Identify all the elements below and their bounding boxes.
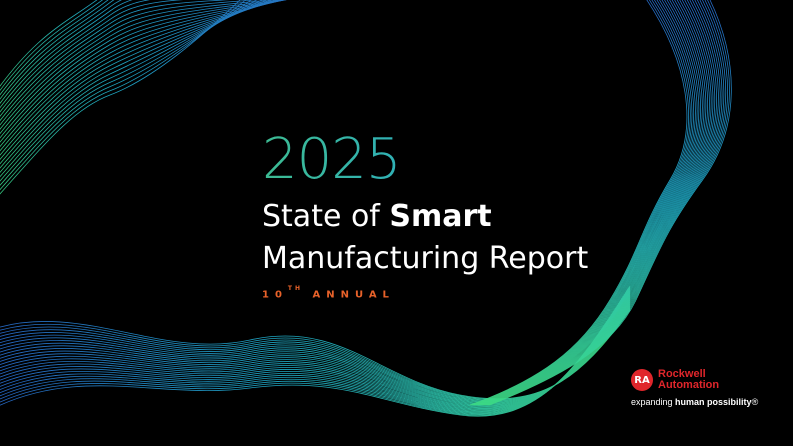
wave-line: [470, 0, 689, 406]
wave-line: [0, 0, 151, 113]
wave-line: [472, 0, 695, 406]
brand-logo: RA Rockwell Automation: [631, 369, 781, 391]
wave-bottom: [0, 285, 631, 417]
wave-line: [472, 0, 693, 406]
brand-name-line2: Automation: [658, 379, 720, 391]
wave-line: [0, 0, 109, 96]
report-title: State of Smart Manufacturing Report: [262, 196, 588, 280]
wave-line: [479, 0, 710, 406]
wave-line: [488, 0, 730, 406]
wave-line: [0, 0, 268, 173]
wave-line: [0, 302, 631, 405]
brand-name-line1: Rockwell: [658, 368, 706, 380]
tagline-prefix: expanding: [631, 397, 676, 407]
edition-suffix: TH: [287, 285, 304, 292]
wave-line: [0, 0, 258, 182]
wave-line: [0, 303, 631, 404]
wave-line: [0, 0, 286, 152]
wave-line: [487, 0, 727, 406]
wave-line: [0, 0, 263, 178]
wave-line: [485, 0, 723, 406]
ra-logo-icon: RA: [631, 369, 653, 391]
wave-line: [0, 0, 259, 126]
wave-line: [471, 0, 691, 406]
wave-line: [0, 0, 287, 143]
wave-line: [0, 0, 123, 105]
edition-label: 10TH ANNUAL: [262, 285, 395, 301]
title-bold-text: Smart: [389, 199, 492, 234]
wave-line: [0, 0, 104, 92]
wave-line: [482, 0, 716, 406]
wave-line: [483, 0, 717, 406]
wave-line: [0, 0, 115, 100]
wave-right: [469, 0, 732, 406]
wave-line: [487, 0, 728, 406]
wave-line: [476, 0, 703, 406]
wave-line: [480, 0, 712, 406]
brand-name: Rockwell Automation: [658, 369, 719, 391]
edition-number: 10: [262, 289, 288, 301]
wave-line: [0, 0, 98, 87]
tagline-bold: human possibility: [675, 397, 752, 407]
tagline-trademark: ®: [751, 397, 759, 407]
wave-line: [0, 299, 631, 407]
edition-text: ANNUAL: [303, 289, 395, 301]
headline-block: 2025 State of Smart Manufacturing Report: [262, 130, 588, 280]
wave-line: [478, 0, 707, 406]
wave-line: [0, 0, 286, 139]
wave-line: [477, 0, 705, 406]
wave-line: [0, 0, 280, 161]
wave-line: [0, 0, 133, 109]
wave-line: [0, 0, 282, 135]
wave-line: [489, 0, 732, 406]
wave-line: [476, 0, 701, 406]
wave-line: [0, 0, 283, 156]
wave-line: [0, 304, 631, 404]
wave-line: [0, 0, 274, 130]
wave-line: [486, 0, 725, 406]
wave-line: [0, 0, 277, 165]
brand-block: RA Rockwell Automation expanding human p…: [631, 369, 781, 407]
report-year: 2025: [262, 130, 588, 190]
wave-line: [0, 285, 631, 417]
wave-line: [0, 304, 631, 403]
wave-line: [0, 0, 231, 122]
wave-line: [0, 0, 287, 148]
title-line-2: Manufacturing Report: [262, 241, 589, 276]
wave-line: [483, 0, 719, 406]
wave-line: [469, 0, 688, 406]
wave-line: [0, 0, 247, 191]
wave-line: [0, 0, 184, 117]
wave-line: [473, 0, 696, 406]
title-light-text: State of: [262, 199, 390, 234]
wave-line: [475, 0, 700, 406]
wave-line: [479, 0, 708, 406]
wave-line: [481, 0, 714, 406]
brand-tagline: expanding human possibility®: [631, 397, 781, 407]
wave-line: [484, 0, 721, 406]
wave-line: [474, 0, 698, 406]
wave-line: [0, 0, 272, 169]
wave-line: [0, 0, 241, 195]
wave-top-left: [0, 0, 287, 195]
